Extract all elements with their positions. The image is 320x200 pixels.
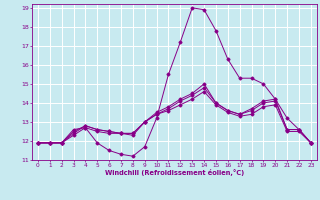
X-axis label: Windchill (Refroidissement éolien,°C): Windchill (Refroidissement éolien,°C) xyxy=(105,169,244,176)
